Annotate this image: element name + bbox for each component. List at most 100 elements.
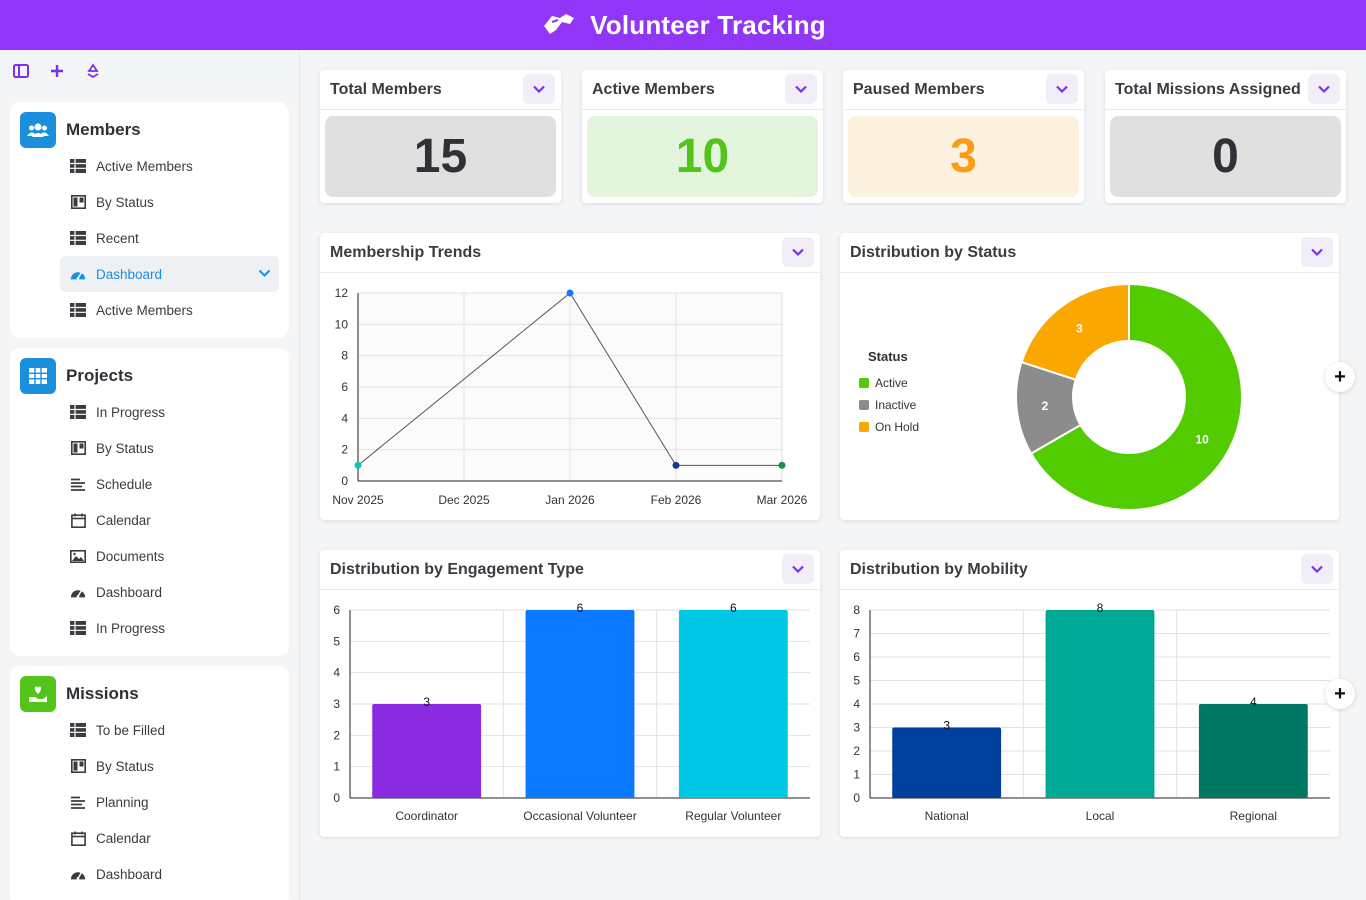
sidebar-item-dashboard[interactable]: Dashboard [60, 856, 279, 892]
card-menu-button[interactable] [782, 554, 814, 584]
data-point [778, 461, 786, 469]
card-title: Distribution by Engagement Type [330, 560, 584, 578]
card-menu-button[interactable] [1301, 554, 1333, 584]
sidebar-item-recent[interactable]: Recent [60, 220, 279, 256]
y-tick-label: 2 [341, 443, 348, 457]
y-tick-label: 1 [853, 768, 860, 782]
bar-value-label: 4 [1250, 695, 1257, 709]
sidebar-item-documents[interactable]: Documents [60, 538, 279, 574]
projects-group-header[interactable]: Projects [20, 358, 133, 394]
sidebar: Members Active Members By Status Recent … [0, 50, 300, 900]
sidebar-item-dashboard[interactable]: Dashboard [60, 574, 279, 610]
gantt-icon [70, 794, 86, 810]
app-header: Volunteer Tracking [0, 0, 1366, 50]
sidebar-item-by-status[interactable]: By Status [60, 430, 279, 466]
card-menu-button[interactable] [782, 237, 814, 267]
legend-title: Status [868, 349, 908, 364]
y-tick-label: 0 [853, 791, 860, 805]
recycle-icon[interactable] [84, 62, 102, 80]
kpi-active-members: Active Members 10 [582, 70, 823, 203]
chevron-down-icon [1056, 85, 1068, 94]
slice-label: 2 [1042, 399, 1049, 413]
slice-label: 10 [1195, 432, 1209, 446]
missions-group-header[interactable]: Missions [20, 676, 139, 712]
calendar-icon [70, 512, 86, 528]
trend-line [357, 292, 782, 466]
sidebar-item-active-members-2[interactable]: Active Members [60, 292, 279, 328]
card-header: Distribution by Mobility [840, 550, 1339, 590]
x-tick-label: Coordinator [395, 809, 458, 823]
y-tick-label: 8 [853, 603, 860, 617]
chevron-down-icon [533, 85, 545, 94]
x-tick-label: Jan 2026 [545, 493, 595, 507]
sidebar-item-schedule[interactable]: Schedule [60, 466, 279, 502]
sidebar-item-calendar[interactable]: Calendar [60, 820, 279, 856]
card-header: Distribution by Status [840, 233, 1339, 273]
card-menu-button[interactable] [1046, 74, 1078, 104]
sidebar-item-label: Recent [96, 230, 139, 246]
chevron-down-icon [795, 85, 807, 94]
sidebar-item-label: In Progress [96, 404, 166, 420]
add-icon[interactable] [48, 62, 66, 80]
sidebar-item-planning[interactable]: Planning [60, 784, 279, 820]
sidebar-item-calendar[interactable]: Calendar [60, 502, 279, 538]
y-tick-label: 6 [333, 603, 340, 617]
card-menu-button[interactable] [1308, 74, 1340, 104]
chevron-down-icon [1311, 565, 1323, 574]
y-tick-label: 4 [333, 666, 340, 680]
kanban-icon [70, 758, 86, 774]
bar [678, 610, 788, 798]
add-row-button[interactable]: + [1325, 362, 1355, 392]
x-tick-label: Nov 2025 [332, 493, 384, 507]
sidebar-item-by-status[interactable]: By Status [60, 748, 279, 784]
y-tick-label: 2 [853, 744, 860, 758]
card-header: Membership Trends [320, 233, 820, 273]
sidebar-item-in-progress-2[interactable]: In Progress [60, 610, 279, 646]
add-row-button-2[interactable]: + [1325, 679, 1355, 709]
y-tick-label: 5 [333, 634, 340, 648]
legend-item: On Hold [875, 420, 919, 434]
bar-value-label: 6 [577, 601, 584, 615]
card-menu-button[interactable] [523, 74, 555, 104]
panel-toggle-icon[interactable] [12, 62, 30, 80]
bar [1045, 610, 1155, 798]
sidebar-item-dashboard[interactable]: Dashboard [60, 256, 279, 292]
projects-group: Projects In Progress By Status Schedule … [10, 348, 289, 656]
dashboard-icon [70, 584, 86, 600]
sidebar-item-to-be-filled[interactable]: To be Filled [60, 712, 279, 748]
mobility-bar-chart: 0 1 2 3 4 5 6 7 8 3 National 8 Local 4 Regional [853, 601, 1330, 823]
sidebar-item-label: In Progress [96, 620, 166, 636]
card-title: Distribution by Mobility [850, 560, 1028, 578]
data-point [354, 461, 362, 469]
bar [892, 727, 1002, 798]
sidebar-item-by-status[interactable]: By Status [60, 184, 279, 220]
card-menu-button[interactable] [785, 74, 817, 104]
card-menu-button[interactable] [1301, 237, 1333, 267]
kpi-value: 0 [1110, 116, 1341, 197]
y-tick-label: 4 [341, 411, 348, 425]
engagement-distribution-card: Distribution by Engagement Type 0 1 2 3 4 5 6 3… [320, 550, 820, 837]
sidebar-item-label: By Status [96, 440, 154, 456]
image-icon [70, 548, 86, 564]
card-header: Paused Members [843, 70, 1084, 110]
sidebar-item-active-members[interactable]: Active Members [60, 148, 279, 184]
y-tick-label: 3 [333, 697, 340, 711]
donut-slice-active [1029, 282, 1243, 511]
y-tick-label: 12 [335, 286, 349, 300]
card-title: Total Missions Assigned [1115, 80, 1301, 98]
y-tick-label: 6 [341, 380, 348, 394]
membership-trends-chart: 0 2 4 6 8 10 12 Nov 2025 Dec 2025 Jan 2026 Feb 202… [332, 286, 807, 507]
members-group-header[interactable]: Members [20, 112, 141, 148]
chevron-down-icon[interactable] [258, 266, 271, 281]
handshake-icon [540, 8, 578, 43]
sidebar-item-in-progress[interactable]: In Progress [60, 394, 279, 430]
card-header: Total Missions Assigned [1105, 70, 1346, 110]
card-title: Membership Trends [330, 243, 482, 261]
y-tick-label: 7 [853, 627, 860, 641]
x-tick-label: National [925, 809, 969, 823]
mobility-distribution-card: Distribution by Mobility 0 1 2 3 4 5 6 7 8 3 Natio… [840, 550, 1339, 837]
kpi-value: 10 [587, 116, 818, 197]
bar-value-label: 3 [943, 719, 950, 733]
kanban-icon [70, 194, 86, 210]
x-tick-label: Occasional Volunteer [523, 809, 636, 823]
